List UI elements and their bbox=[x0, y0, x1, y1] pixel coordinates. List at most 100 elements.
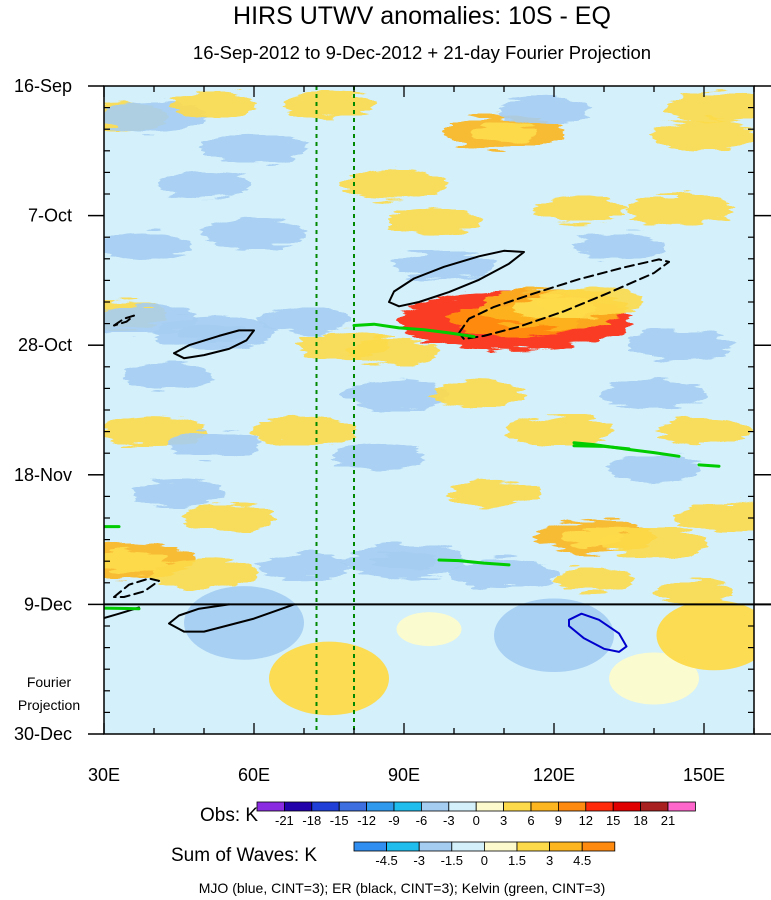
colorbar-level: -3 bbox=[413, 853, 425, 868]
x-tick-label: 90E bbox=[388, 765, 420, 785]
anomaly-feature bbox=[651, 120, 754, 151]
obs-colorbar: -21 -18 -15 -12 -9 -6 -3 0 3 6 9 12 15 18 21 bbox=[256, 801, 696, 828]
colorbar-swatch bbox=[283, 801, 313, 812]
reference-longitude-lines bbox=[315, 86, 355, 734]
colorbar-level: 18 bbox=[633, 813, 647, 828]
colorbar-swatch bbox=[366, 801, 395, 812]
x-tick-label: 150E bbox=[683, 765, 725, 785]
projection-feature bbox=[184, 586, 304, 660]
anomaly-feature bbox=[104, 305, 197, 336]
anomaly-feature bbox=[601, 379, 707, 410]
colorbar-swatch bbox=[256, 801, 285, 812]
colorbar-swatch bbox=[558, 801, 587, 812]
anomaly-feature bbox=[348, 337, 440, 365]
er-contour bbox=[173, 329, 255, 360]
colorbar-swatch bbox=[386, 841, 420, 852]
obs-colorbar-label: Obs: K bbox=[200, 805, 258, 826]
projection-feature bbox=[656, 600, 754, 671]
anomaly-feature bbox=[283, 91, 375, 118]
colorbar-swatch bbox=[475, 801, 505, 812]
mjo-contour bbox=[568, 612, 628, 653]
y-axis: 16-Sep 7-Oct 28-Oct 18-Nov 9-Dec 30-Dec bbox=[14, 76, 771, 744]
anomaly-feature bbox=[341, 169, 447, 200]
anomaly-feature bbox=[171, 91, 257, 118]
colorbar-swatch bbox=[393, 801, 422, 812]
y-tick-label: 16-Sep bbox=[14, 76, 72, 96]
chart-subtitle: 16-Sep-2012 to 9-Dec-2012 + 21-day Fouri… bbox=[193, 42, 651, 63]
anomaly-feature bbox=[201, 132, 307, 163]
colorbar-swatch bbox=[483, 841, 518, 852]
colorbar-level: 3 bbox=[546, 853, 553, 868]
colorbar-level: 4.5 bbox=[573, 853, 591, 868]
colorbar-level: -12 bbox=[357, 813, 376, 828]
colorbar-level: -15 bbox=[330, 813, 349, 828]
colorbar-level: -1.5 bbox=[441, 853, 463, 868]
anomaly-feature bbox=[258, 553, 350, 581]
projection-feature bbox=[494, 598, 614, 673]
projection-field bbox=[104, 586, 754, 734]
anomaly-core bbox=[471, 123, 537, 142]
anomaly-feature bbox=[123, 362, 215, 390]
kelvin-contour bbox=[572, 444, 631, 451]
projection-label-line2: Projection bbox=[18, 697, 80, 713]
anomaly-feature bbox=[608, 455, 700, 483]
anomaly-core bbox=[181, 323, 247, 342]
anomaly-feature bbox=[626, 194, 732, 225]
anomaly-feature bbox=[498, 97, 590, 125]
colorbar-level: 12 bbox=[579, 813, 593, 828]
colorbar-swatch bbox=[585, 801, 614, 812]
anomaly-feature bbox=[341, 379, 447, 410]
colorbar-swatch bbox=[581, 841, 616, 852]
projection-feature bbox=[269, 641, 389, 716]
colorbar-swatch bbox=[448, 801, 477, 812]
anomaly-field bbox=[104, 91, 754, 604]
colorbar-swatch bbox=[612, 801, 642, 812]
er-contour bbox=[168, 603, 295, 633]
wave-contours bbox=[104, 249, 721, 653]
anomaly-feature bbox=[394, 250, 494, 280]
colorbar-level: 21 bbox=[661, 813, 675, 828]
anomaly-feature bbox=[333, 442, 425, 470]
x-tick-label: 30E bbox=[88, 765, 120, 785]
er-contour bbox=[388, 249, 525, 308]
y-tick-label: 28-Oct bbox=[18, 335, 72, 355]
anomaly-feature bbox=[451, 558, 557, 589]
y-tick-label: 18-Nov bbox=[14, 465, 72, 485]
projection-feature bbox=[609, 652, 699, 705]
waves-colorbar: -4.5 -3 -1.5 0 1.5 3 4.5 bbox=[353, 841, 616, 868]
anomaly-feature bbox=[388, 208, 480, 236]
colorbar-swatch bbox=[311, 801, 340, 812]
colorbar-swatch bbox=[516, 841, 550, 852]
colorbar-swatch bbox=[451, 841, 485, 852]
colorbar-swatch bbox=[530, 801, 559, 812]
colorbar-level: 0 bbox=[473, 813, 480, 828]
kelvin-contour bbox=[104, 606, 141, 611]
anomaly-feature bbox=[676, 503, 754, 533]
anomaly-feature bbox=[655, 580, 733, 604]
chart-title: HIRS UTWV anomalies: 10S - EQ bbox=[233, 2, 611, 30]
anomaly-core bbox=[104, 551, 166, 572]
colorbar-swatch bbox=[420, 801, 450, 812]
x-tick-label: 120E bbox=[533, 765, 575, 785]
wave-legend-text: MJO (blue, CINT=3); ER (black, CINT=3); … bbox=[199, 880, 606, 896]
colorbar-swatch bbox=[418, 841, 453, 852]
colorbar-level: -18 bbox=[302, 813, 321, 828]
anomaly-feature bbox=[133, 479, 225, 507]
x-axis: 30E 60E 90E 120E 150E bbox=[88, 86, 755, 785]
colorbar-swatch bbox=[549, 841, 583, 852]
anomaly-feature bbox=[251, 416, 357, 447]
colorbar-level: 6 bbox=[527, 813, 534, 828]
waves-colorbar-label: Sum of Waves: K bbox=[171, 845, 317, 866]
anomaly-feature bbox=[258, 307, 350, 334]
y-tick-label: 30-Dec bbox=[14, 724, 72, 744]
anomaly-feature bbox=[158, 171, 250, 199]
er-contour bbox=[113, 577, 160, 598]
plot-area bbox=[104, 86, 754, 734]
colorbar-swatch bbox=[353, 841, 387, 852]
colorbar-level: -9 bbox=[388, 813, 400, 828]
anomaly-feature bbox=[104, 233, 190, 260]
projection-feature bbox=[396, 612, 462, 647]
anomaly-feature bbox=[533, 196, 625, 223]
anomaly-feature bbox=[506, 416, 612, 447]
anomaly-feature bbox=[433, 381, 525, 408]
